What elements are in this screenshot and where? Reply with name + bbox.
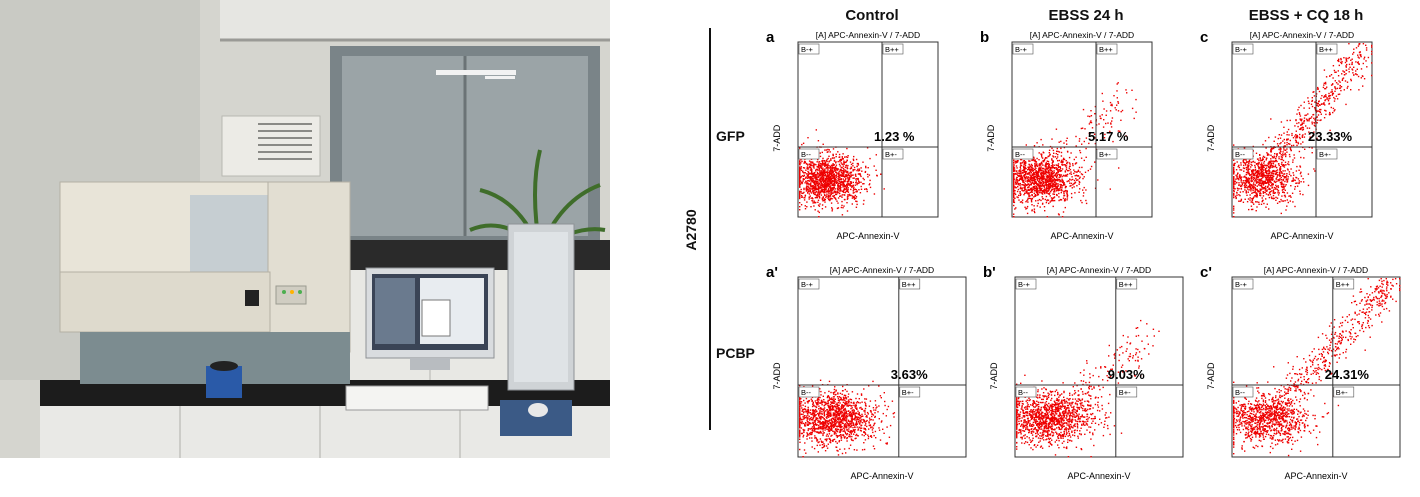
apoptosis-percent: 9.03% <box>1108 367 1145 382</box>
panel-letter: a' <box>766 264 778 281</box>
row-label-gfp: GFP <box>716 128 745 144</box>
plot-title: [A] APC-Annexin-V / 7-ADD <box>1264 265 1368 275</box>
y-axis-label: 7-ADD <box>1206 362 1216 390</box>
quadrant-label-ur: B++ <box>902 280 916 289</box>
quadrant-label-lr: B+- <box>1099 150 1111 159</box>
column-header-ebss: EBSS 24 h <box>1048 7 1123 24</box>
flow-cytometry-figure: Control EBSS 24 h EBSS + CQ 18 h A2780 G… <box>683 7 1401 481</box>
quadrant-label-ul: B-+ <box>1018 280 1031 289</box>
plot-panel: c' [A] APC-Annexin-V / 7-ADD B-+ B++ B-- B+- 2… <box>1200 264 1401 481</box>
apoptosis-percent: 5.17 % <box>1088 129 1129 144</box>
quadrant-label-ur: B++ <box>885 45 899 54</box>
quadrant-label-ur: B++ <box>1319 45 1333 54</box>
quadrant-label-ul: B-+ <box>1235 45 1248 54</box>
quadrant-label-ll: B-- <box>1235 388 1246 397</box>
panel-letter: a <box>766 29 775 46</box>
y-axis-label: 7-ADD <box>989 362 999 390</box>
keyboard <box>345 385 489 411</box>
quadrant-label-ul: B-+ <box>1235 280 1248 289</box>
x-axis-label: APC-Annexin-V <box>1050 231 1113 241</box>
quadrant-label-ll: B-- <box>801 150 812 159</box>
plot-title: [A] APC-Annexin-V / 7-ADD <box>1250 30 1354 40</box>
mouse <box>528 403 548 417</box>
apoptosis-percent: 1.23 % <box>874 129 915 144</box>
quadrant-label-ur: B++ <box>1336 280 1350 289</box>
quadrant-label-ul: B-+ <box>801 280 814 289</box>
cell-line-label: A2780 <box>683 209 699 250</box>
quadrant-label-ul: B-+ <box>1015 45 1028 54</box>
plot-frame <box>1014 276 1184 458</box>
x-axis-label: APC-Annexin-V <box>836 231 899 241</box>
quadrant-label-ul: B-+ <box>801 45 814 54</box>
y-axis-label: 7-ADD <box>1206 124 1216 152</box>
plot-panel: b' [A] APC-Annexin-V / 7-ADD B-+ B++ B-- B+- 9… <box>983 264 1184 481</box>
quadrant-label-ur: B++ <box>1119 280 1133 289</box>
x-axis-label: APC-Annexin-V <box>1284 471 1347 481</box>
y-axis-label: 7-ADD <box>772 124 782 152</box>
plot-title: [A] APC-Annexin-V / 7-ADD <box>816 30 920 40</box>
quadrant-label-ll: B-- <box>801 388 812 397</box>
quadrant-label-ll: B-- <box>1235 150 1246 159</box>
column-header-control: Control <box>845 7 898 24</box>
vortex-mixer <box>206 366 242 398</box>
event-dots <box>1233 278 1401 457</box>
y-axis-label: 7-ADD <box>772 362 782 390</box>
x-axis-label: APC-Annexin-V <box>1067 471 1130 481</box>
quadrant-label-ur: B++ <box>1099 45 1113 54</box>
apoptosis-percent: 3.63% <box>891 367 928 382</box>
plot-title: [A] APC-Annexin-V / 7-ADD <box>1030 30 1134 40</box>
panel-letter: c' <box>1200 264 1212 281</box>
ceiling <box>220 0 610 40</box>
computer-monitor <box>365 267 495 370</box>
x-axis-label: APC-Annexin-V <box>1270 231 1333 241</box>
quadrant-label-lr: B+- <box>885 150 897 159</box>
y-axis-label: 7-ADD <box>986 124 996 152</box>
event-dots <box>799 129 885 218</box>
quadrant-label-ll: B-- <box>1018 388 1029 397</box>
lab-photo <box>0 0 610 458</box>
panel-letter: c <box>1200 29 1208 46</box>
event-dots <box>1016 319 1160 458</box>
plot-title: [A] APC-Annexin-V / 7-ADD <box>1047 265 1151 275</box>
apoptosis-percent: 23.33% <box>1308 129 1353 144</box>
column-header-ebss-cq: EBSS + CQ 18 h <box>1249 7 1364 24</box>
flow-cytometer <box>59 181 351 384</box>
x-axis-label: APC-Annexin-V <box>850 471 913 481</box>
event-dots <box>1013 82 1137 218</box>
plot-panel: a' [A] APC-Annexin-V / 7-ADD B-+ B++ B-- B+- 3… <box>766 264 967 481</box>
quadrant-label-lr: B+- <box>902 388 914 397</box>
quadrant-label-lr: B+- <box>1319 150 1331 159</box>
panel-letter: b' <box>983 264 996 281</box>
quadrant-label-lr: B+- <box>1336 388 1348 397</box>
apoptosis-percent: 24.31% <box>1325 367 1370 382</box>
quadrant-label-lr: B+- <box>1119 388 1131 397</box>
quadrant-label-ll: B-- <box>1015 150 1026 159</box>
event-dots <box>799 379 896 458</box>
row-label-pcbp: PCBP <box>716 345 755 361</box>
event-dots <box>1233 43 1373 218</box>
plot-title: [A] APC-Annexin-V / 7-ADD <box>830 265 934 275</box>
panel-letter: b <box>980 29 989 46</box>
